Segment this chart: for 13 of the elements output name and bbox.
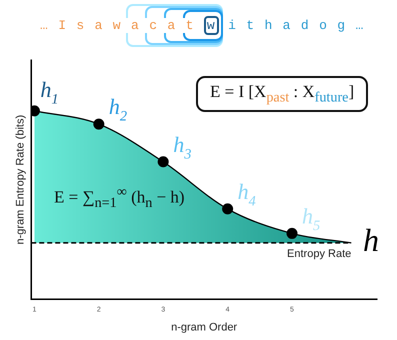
annotation: E = ∑$_{n=1}$$^{∞}$ (h$_{n}$ − h): [54, 184, 185, 212]
y-axis-title: n-gram Entropy Rate (bits): [14, 114, 27, 245]
text: … I s a w a c a t: [40, 18, 195, 33]
text: w: [204, 16, 219, 35]
annotation: h: [363, 222, 379, 258]
text: E = I [X$_{past}$ : X$_{future}$]: [196, 76, 368, 112]
x-axis-title: n-gram Order: [171, 321, 238, 334]
text: i t h a d o g …: [228, 18, 365, 33]
point: [93, 118, 104, 130]
point: [222, 203, 234, 214]
point: [158, 156, 169, 168]
ref-line-label: Entropy Rate: [287, 248, 352, 260]
point: [286, 228, 298, 239]
